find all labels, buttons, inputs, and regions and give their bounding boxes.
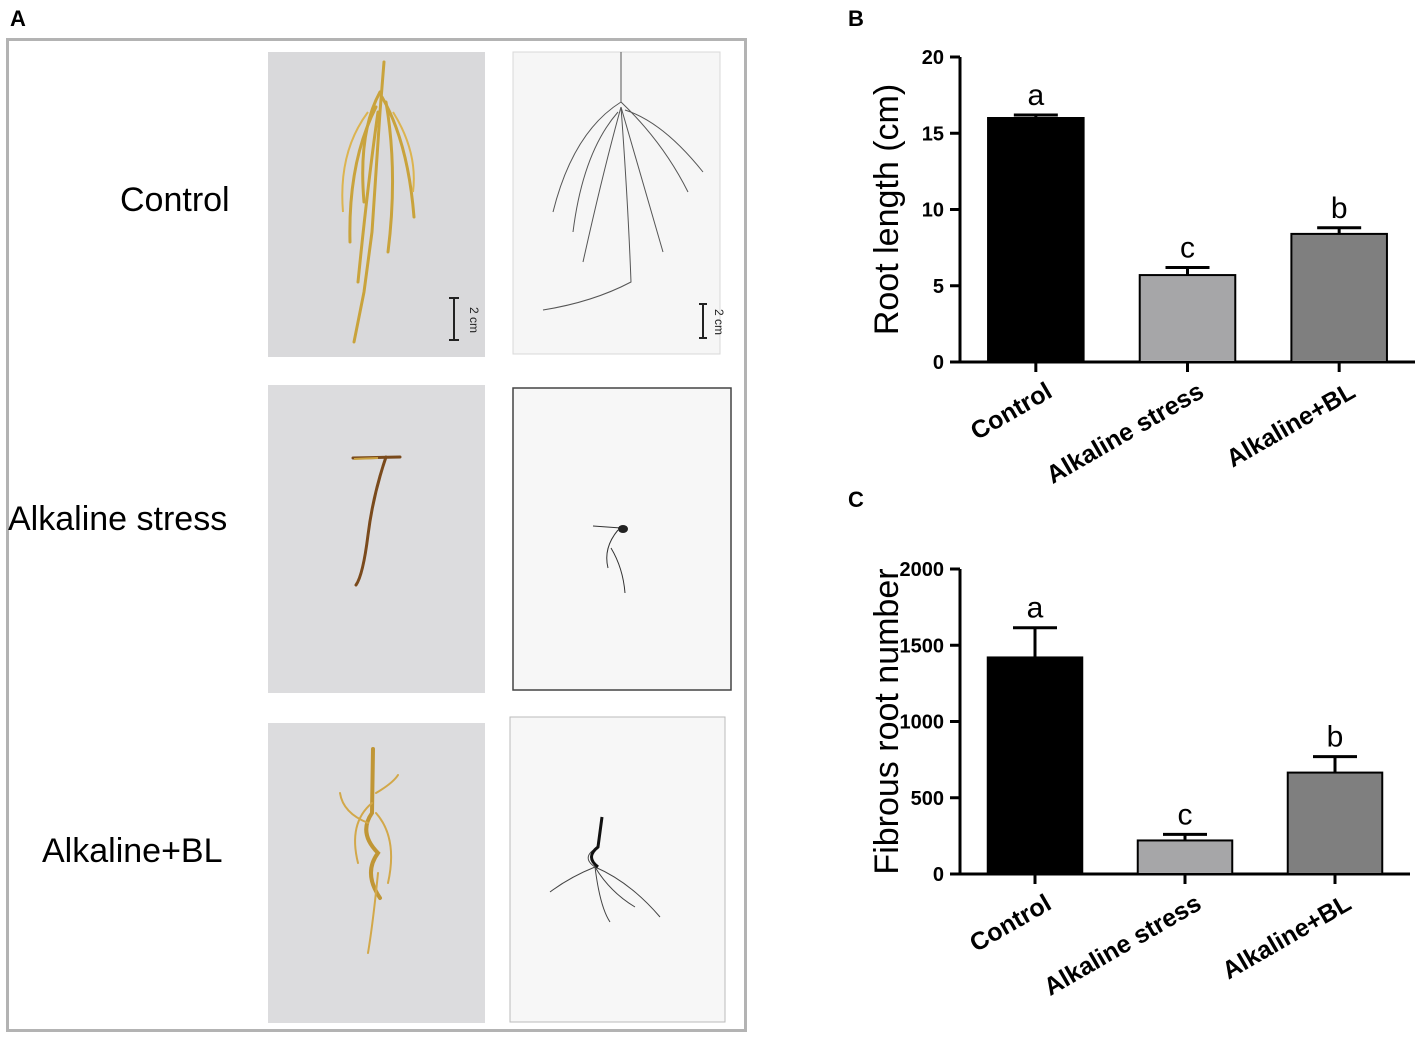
photo-control-color: 2 cm [268,52,485,357]
scale-bar-label-control-color: 2 cm [467,307,481,333]
significance-label: b [1327,721,1344,754]
y-axis-label: Fibrous root number [868,568,906,874]
panel-c-letter: C [848,487,864,512]
bar [1286,771,1384,875]
significance-label: a [1027,79,1044,112]
y-tick-label: 0 [933,864,944,886]
bar [987,117,1085,363]
bar [1136,839,1234,876]
y-tick-label: 1000 [900,712,945,734]
panel-a-letter: A [10,6,26,31]
x-tick-label: Alkaline stress [1042,377,1209,489]
y-tick-label: 20 [922,47,944,69]
significance-label: c [1178,798,1193,831]
row-label-control: Control [120,181,230,219]
y-axis-label: Root length (cm) [868,84,906,335]
panel-b-letter: B [848,6,864,31]
row-label-alkaline-stress: Alkaline stress [8,500,228,538]
x-tick-label: Alkaline stress [1039,889,1206,1001]
scale-bar-control-color: 2 cm [449,297,481,341]
bar [986,656,1084,875]
scale-bar-control-scan: 2 cm [699,303,726,339]
significance-label: c [1180,231,1195,264]
chart-root-length: 0 5 10 15 20 Root length (cm) a Control c Alkalin… [868,47,1415,489]
y-tick-label: 15 [922,123,944,145]
bar [1290,232,1388,363]
y-tick-label: 500 [911,788,944,810]
photo-alkaline-stress-color [268,385,485,693]
x-tick-label: Control [966,377,1057,446]
x-tick-label: Alkaline+BL [1222,377,1361,473]
photo-alkaline-bl-scan [509,716,726,1023]
bar [1138,274,1237,363]
photo-alkaline-bl-color [268,723,485,1023]
row-label-alkaline-bl: Alkaline+BL [42,832,223,870]
significance-label: b [1331,192,1348,225]
x-tick-label: Alkaline+BL [1217,889,1356,985]
x-tick-label: Control [965,889,1056,958]
y-tick-label: 10 [922,200,944,222]
y-tick-label: 5 [933,276,944,298]
y-tick-label: 0 [933,352,944,374]
y-tick-label: 1500 [900,635,945,657]
scale-bar-label-control-scan: 2 cm [712,309,726,335]
photo-control-scan: 2 cm [512,51,726,355]
y-tick-label: 2000 [900,559,945,581]
photo-alkaline-stress-scan [512,387,732,691]
significance-label: a [1027,592,1044,625]
